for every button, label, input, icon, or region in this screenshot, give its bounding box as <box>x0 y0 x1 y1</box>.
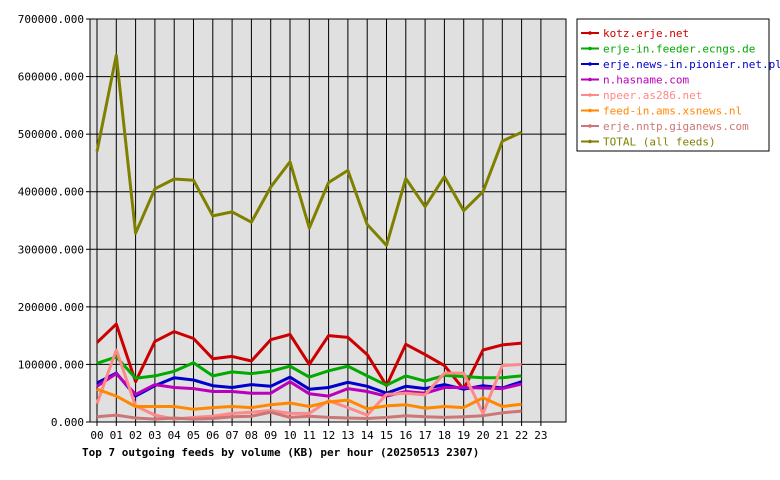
series-line-5 <box>96 387 522 411</box>
y-tick-label: 100000.000 <box>18 358 84 371</box>
x-tick-label: 08 <box>245 429 258 442</box>
legend-label: kotz.erje.net <box>603 27 689 40</box>
x-tick-label: 16 <box>399 429 412 442</box>
x-tick-label: 21 <box>496 429 509 442</box>
x-tick-label: 13 <box>341 429 354 442</box>
legend-marker <box>588 139 592 144</box>
x-tick-label: 07 <box>225 429 238 442</box>
legend-label: npeer.as286.net <box>603 89 702 102</box>
legend-marker <box>588 46 592 51</box>
x-tick-label: 20 <box>476 429 489 442</box>
legend-marker <box>588 93 592 97</box>
x-tick-label: 18 <box>438 429 451 442</box>
legend-marker <box>588 108 592 113</box>
y-tick-label: 300000.000 <box>18 243 84 256</box>
x-tick-label: 10 <box>283 429 296 442</box>
plot-border <box>89 18 567 423</box>
x-tick-label: 05 <box>187 429 200 442</box>
x-tick-label: 03 <box>148 429 161 442</box>
series-lines <box>95 53 523 421</box>
x-tick-label: 09 <box>264 429 277 442</box>
x-tick-label: 14 <box>361 429 375 442</box>
series-line-7 <box>95 53 523 247</box>
x-tick-label: 11 <box>303 429 316 442</box>
x-tick-label: 15 <box>380 429 393 442</box>
legend-marker <box>588 124 592 128</box>
legend-box <box>576 18 770 152</box>
legend-label: feed-in.ams.xsnews.nl <box>603 105 742 118</box>
legend-label: erje-in.feeder.ecngs.de <box>603 43 755 56</box>
legend-label: erje.nntp.giganews.com <box>603 120 749 133</box>
legend-label: TOTAL (all feeds) <box>603 136 716 149</box>
y-tick-label: 200000.000 <box>18 301 84 314</box>
y-tick-label: 400000.000 <box>18 186 84 199</box>
y-tick-label: 700000.000 <box>18 13 84 26</box>
plot-background <box>90 19 566 422</box>
x-tick-label: 17 <box>418 429 431 442</box>
x-tick-label: 01 <box>110 429 123 442</box>
x-tick-label: 02 <box>129 429 142 442</box>
x-tick-label: 12 <box>322 429 335 442</box>
series-line-3 <box>96 372 522 398</box>
legend-label: n.hasname.com <box>603 74 689 87</box>
legend: kotz.erje.net erje-in.feeder.ecngs.de erje… <box>576 18 780 152</box>
x-tick-label: 19 <box>457 429 470 442</box>
legend-marker <box>588 62 592 66</box>
series-line-1 <box>96 355 522 387</box>
legend-marker <box>588 31 592 35</box>
x-tick-label: 23 <box>534 429 547 442</box>
chart-title: Top 7 outgoing feeds by volume (KB) per … <box>82 446 479 459</box>
series-line-6 <box>96 409 522 421</box>
legend-marker <box>588 77 592 82</box>
x-tick-label: 00 <box>90 429 103 442</box>
x-tick-label: 06 <box>206 429 219 442</box>
y-tick-label: 0.000 <box>51 416 84 429</box>
x-tick-label: 22 <box>515 429 528 442</box>
x-axis-ticks: 00 01 02 03 04 05 06 07 08 09 10 11 12 13 14 15 16 17 18 19… <box>90 422 548 442</box>
y-tick-label: 600000.000 <box>18 71 84 84</box>
y-tick-label: 500000.000 <box>18 128 84 141</box>
y-axis-ticks: 0.000 100000.000 200000.000 300000.000 40000… <box>18 13 90 429</box>
legend-label: erje.news-in.pionier.net.pl <box>603 58 780 71</box>
x-tick-label: 04 <box>168 429 182 442</box>
